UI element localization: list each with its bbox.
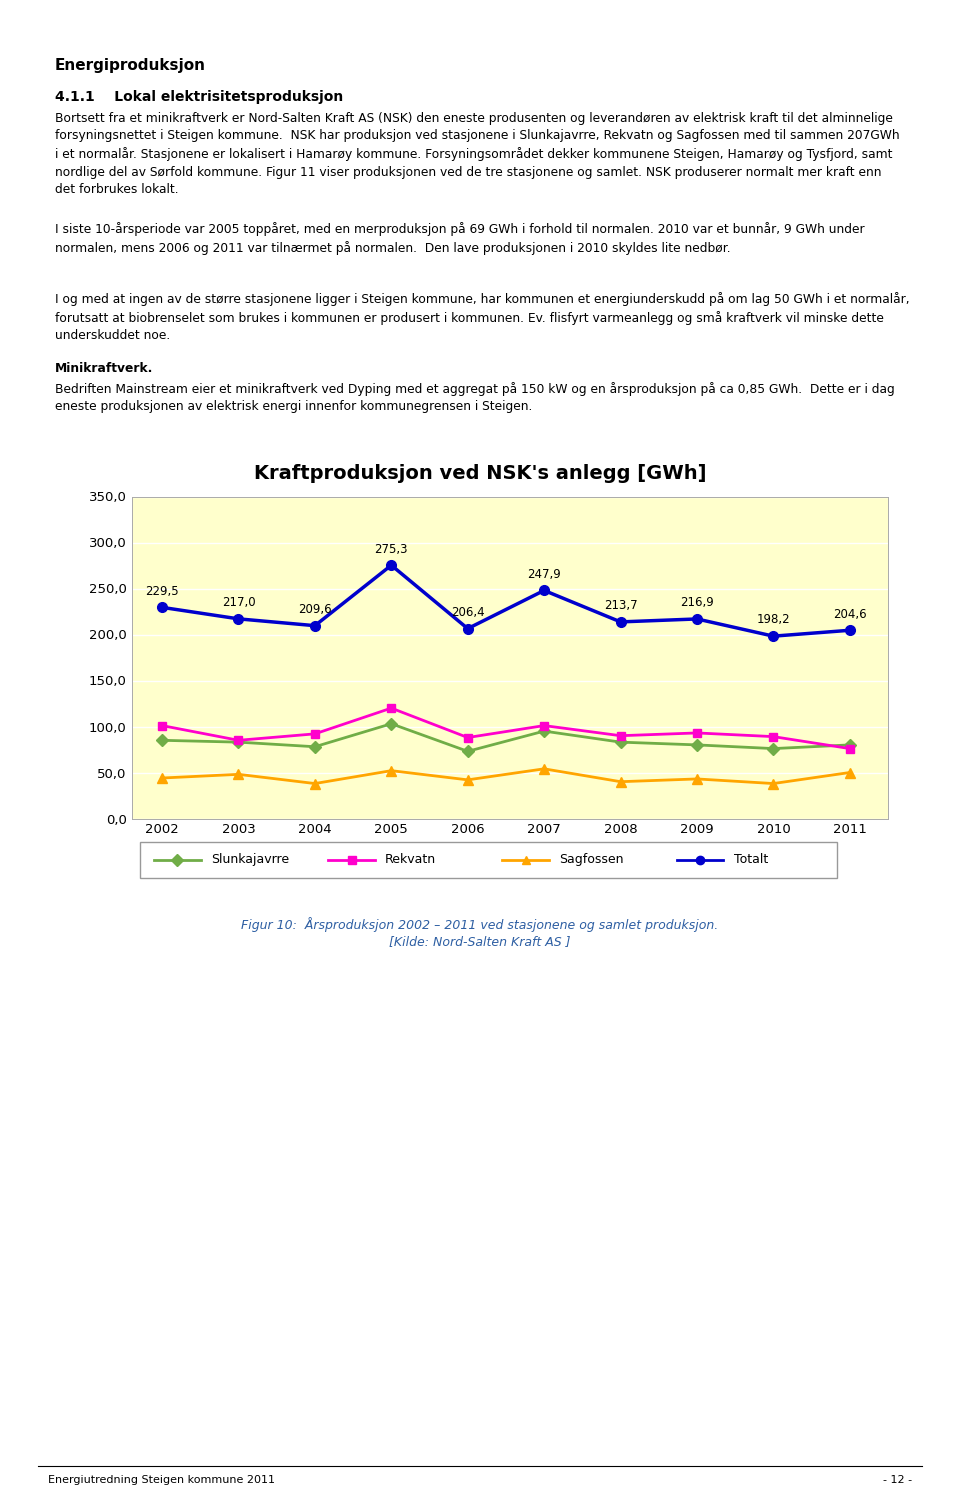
Text: Minikraftverk.: Minikraftverk. [55, 362, 154, 375]
Text: 217,0: 217,0 [222, 596, 255, 610]
Text: Energiproduksjon: Energiproduksjon [55, 58, 206, 73]
Text: 213,7: 213,7 [604, 599, 637, 613]
Text: Figur 10:  Årsproduksjon 2002 – 2011 ved stasjonene og samlet produksjon.: Figur 10: Årsproduksjon 2002 – 2011 ved … [241, 917, 719, 932]
Text: 206,4: 206,4 [451, 607, 485, 619]
Text: Sagfossen: Sagfossen [560, 853, 624, 867]
FancyBboxPatch shape [140, 841, 837, 878]
Text: 209,6: 209,6 [299, 604, 332, 616]
Text: I og med at ingen av de større stasjonene ligger i Steigen kommune, har kommunen: I og med at ingen av de større stasjonen… [55, 291, 910, 342]
Text: I siste 10-årsperiode var 2005 toppåret, med en merproduksjon på 69 GWh i forhol: I siste 10-årsperiode var 2005 toppåret,… [55, 223, 865, 255]
Text: Bortsett fra et minikraftverk er Nord-Salten Kraft AS (NSK) den eneste produsent: Bortsett fra et minikraftverk er Nord-Sa… [55, 112, 900, 196]
Text: 4.1.1    Lokal elektrisitetsproduksjon: 4.1.1 Lokal elektrisitetsproduksjon [55, 90, 344, 105]
Text: Energiutredning Steigen kommune 2011: Energiutredning Steigen kommune 2011 [48, 1475, 275, 1485]
Text: 275,3: 275,3 [374, 542, 408, 556]
Text: 216,9: 216,9 [680, 596, 714, 610]
Text: 229,5: 229,5 [145, 584, 179, 598]
Text: Kraftproduksjon ved NSK's anlegg [GWh]: Kraftproduksjon ved NSK's anlegg [GWh] [253, 465, 707, 483]
Text: 204,6: 204,6 [833, 608, 867, 620]
Text: 247,9: 247,9 [527, 568, 561, 581]
Text: 198,2: 198,2 [756, 614, 790, 626]
Text: [Kilde: Nord-Salten Kraft AS ]: [Kilde: Nord-Salten Kraft AS ] [389, 935, 571, 949]
Text: 4   ENERGISTATUS STEIGEN: 4 ENERGISTATUS STEIGEN [24, 9, 299, 27]
Text: - 12 -: - 12 - [883, 1475, 912, 1485]
Text: Totalt: Totalt [733, 853, 768, 867]
Text: Rekvatn: Rekvatn [385, 853, 436, 867]
Text: Bedriften Mainstream eier et minikraftverk ved Dyping med et aggregat på 150 kW : Bedriften Mainstream eier et minikraftve… [55, 382, 895, 414]
Text: Slunkajavrre: Slunkajavrre [211, 853, 289, 867]
